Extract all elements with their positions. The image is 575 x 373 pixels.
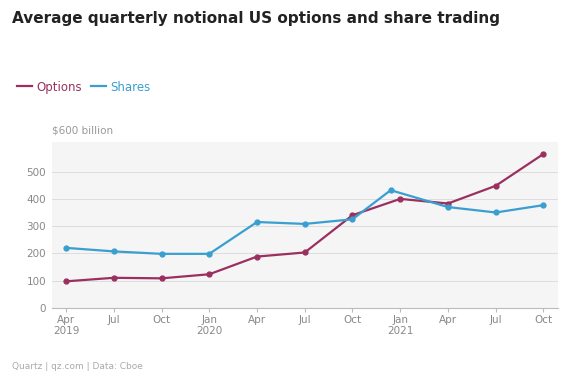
Text: Quartz | qz.com | Data: Cboe: Quartz | qz.com | Data: Cboe — [12, 362, 143, 371]
Text: $600 billion: $600 billion — [52, 125, 113, 135]
Legend: Options, Shares: Options, Shares — [17, 81, 151, 94]
Text: Average quarterly notional US options and share trading: Average quarterly notional US options an… — [12, 11, 500, 26]
